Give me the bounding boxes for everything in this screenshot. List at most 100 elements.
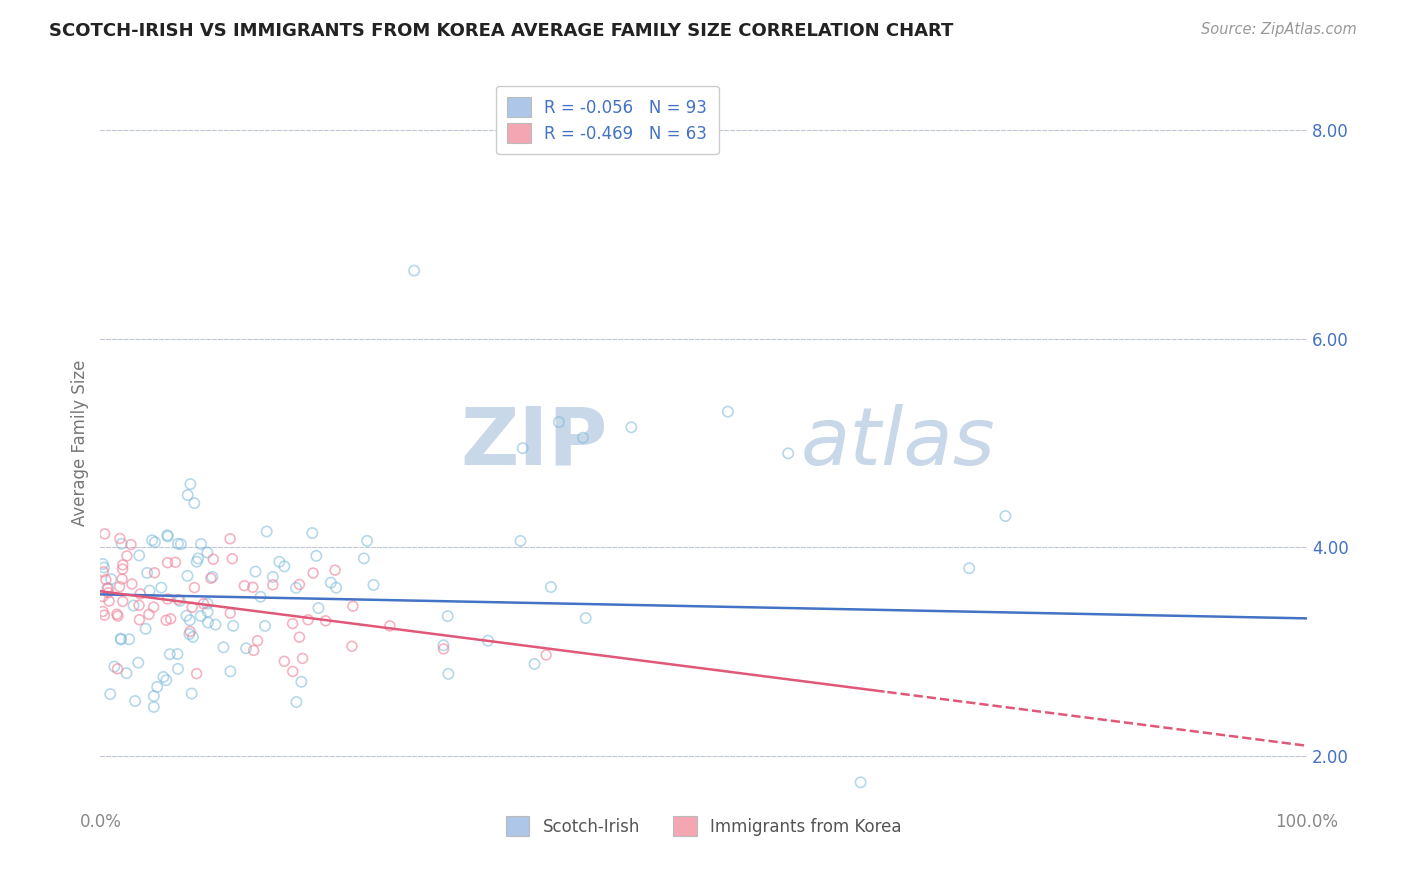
Point [176,608,198,623]
Point [778,446,800,460]
Point [167,592,190,607]
Point [193,597,215,611]
Point [110,632,132,646]
Point [94,573,117,587]
Point [342,599,364,614]
Point [269,555,291,569]
Point [253,619,276,633]
Point [212,640,235,655]
Point [273,559,295,574]
Point [103,659,125,673]
Point [290,674,312,689]
Point [204,617,226,632]
Point [291,651,314,665]
Point [262,570,284,584]
Point [190,537,212,551]
Point [242,643,264,657]
Point [111,562,134,576]
Point [197,615,219,630]
Point [180,687,202,701]
Point [200,571,222,585]
Point [572,431,595,445]
Point [620,420,643,434]
Point [179,477,201,491]
Point [219,665,242,679]
Point [340,639,363,653]
Point [176,488,198,502]
Point [219,532,242,546]
Point [169,594,191,608]
Point [957,561,980,575]
Point [138,607,160,622]
Point [183,496,205,510]
Point [307,601,329,615]
Point [105,607,128,622]
Point [202,552,225,566]
Point [512,441,534,455]
Point [155,613,177,627]
Point [197,605,219,619]
Point [302,566,325,580]
Point [219,606,242,620]
Point [323,563,346,577]
Point [523,657,546,671]
Point [179,613,201,627]
Point [534,648,557,662]
Point [305,549,328,563]
Point [176,569,198,583]
Point [221,551,243,566]
Point [167,662,190,676]
Point [356,533,378,548]
Legend: Scotch-Irish, Immigrants from Korea: Scotch-Irish, Immigrants from Korea [498,808,910,844]
Point [190,609,212,624]
Point [91,605,114,619]
Point [575,611,598,625]
Point [120,537,142,551]
Point [187,551,209,566]
Point [111,558,134,572]
Point [319,575,342,590]
Point [165,555,187,569]
Point [432,642,454,657]
Point [994,509,1017,524]
Point [97,586,120,600]
Point [378,619,401,633]
Point [170,537,193,551]
Point [91,590,114,604]
Point [717,404,740,418]
Point [183,581,205,595]
Point [96,581,118,595]
Point [179,627,201,641]
Point [108,532,131,546]
Point [509,533,531,548]
Point [197,597,219,611]
Point [122,599,145,613]
Point [256,524,278,539]
Point [129,587,152,601]
Point [540,580,562,594]
Point [195,545,218,559]
Point [285,695,308,709]
Point [143,566,166,580]
Point [235,641,257,656]
Point [128,613,150,627]
Point [115,549,138,563]
Y-axis label: Average Family Size: Average Family Size [72,359,89,526]
Text: atlas: atlas [800,404,995,482]
Point [111,594,134,608]
Point [404,263,426,277]
Point [150,581,173,595]
Point [118,632,141,647]
Point [156,529,179,543]
Point [110,632,132,647]
Point [107,662,129,676]
Point [156,556,179,570]
Point [179,624,201,639]
Point [152,670,174,684]
Point [315,614,337,628]
Text: Source: ZipAtlas.com: Source: ZipAtlas.com [1201,22,1357,37]
Point [127,656,149,670]
Point [166,647,188,661]
Point [181,600,204,615]
Point [281,665,304,679]
